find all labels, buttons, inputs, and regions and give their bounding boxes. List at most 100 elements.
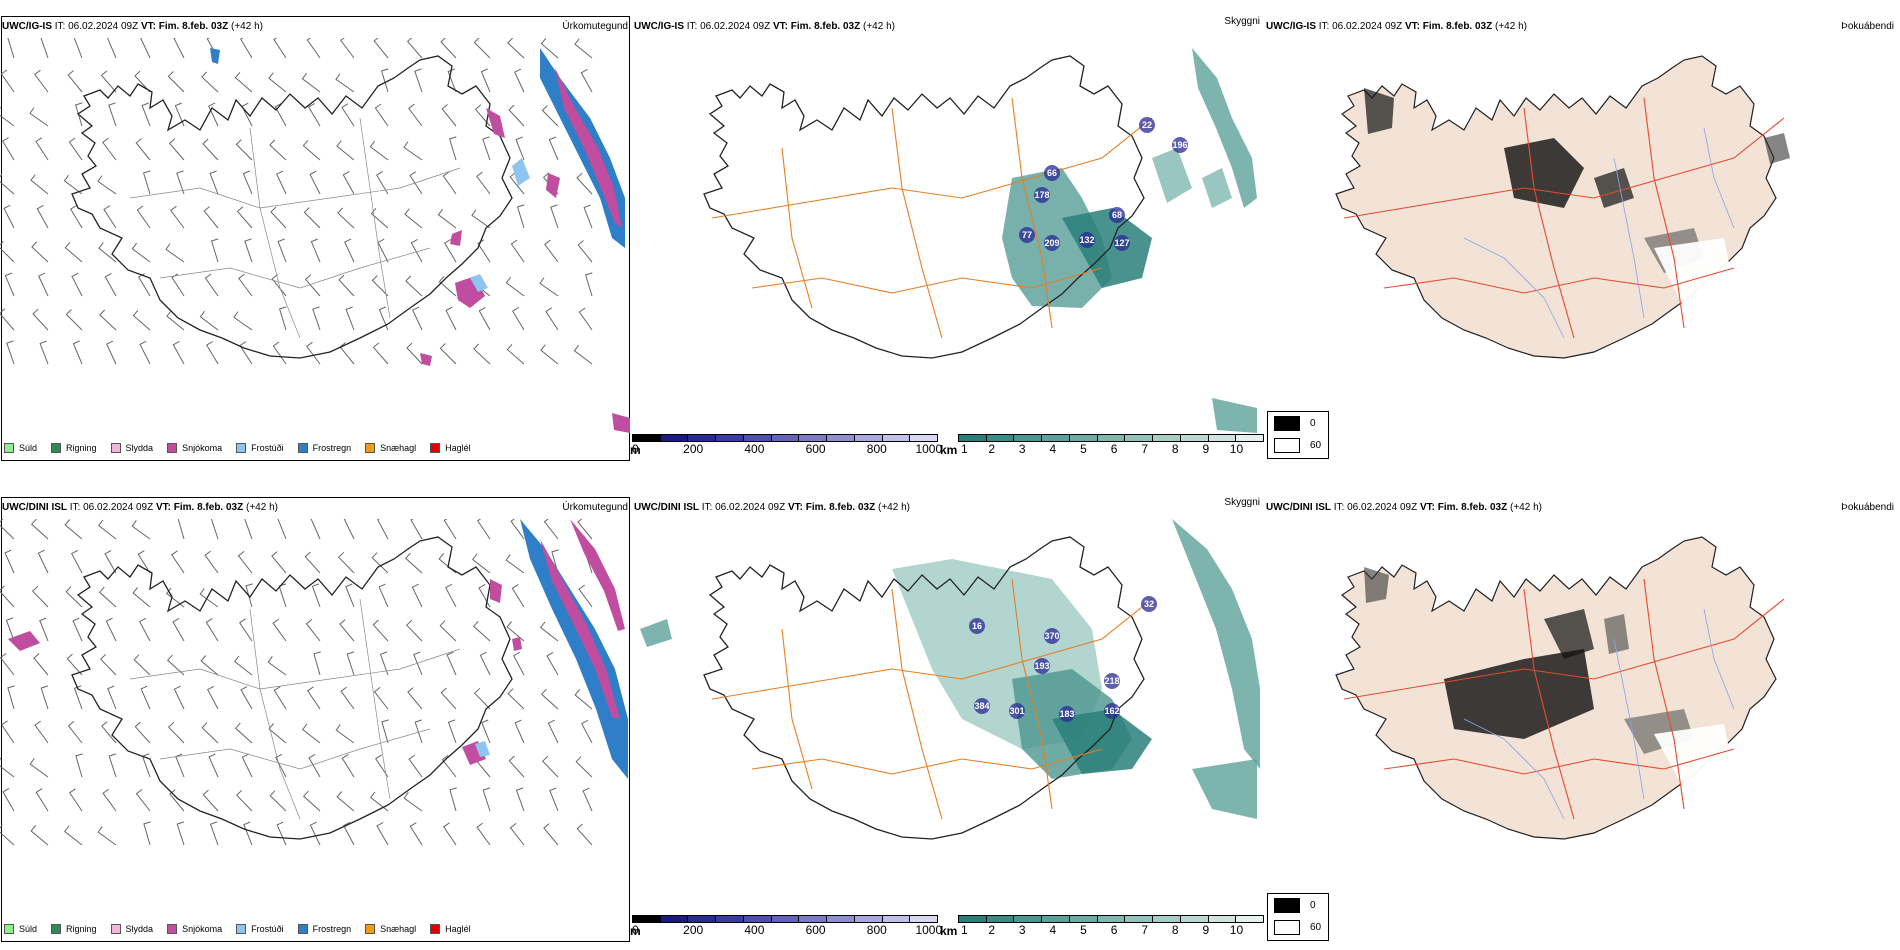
wind-barb <box>345 306 355 331</box>
ceiling-colorbar-row0: 0 200 400 600 800 1000 m <box>630 434 942 464</box>
lead-time: (+42 h) <box>231 21 263 32</box>
wind-barb <box>505 276 525 297</box>
cloud-base-value: 196 <box>1172 140 1187 150</box>
wind-barb <box>273 686 287 710</box>
wind-barb <box>573 344 593 365</box>
wind-barbs <box>0 519 593 846</box>
map-canvas: 66 178 68 77 209 132 127 22 196 <box>703 48 1257 433</box>
wind-barb <box>581 719 593 744</box>
legend-item: Snæhagl <box>365 443 416 453</box>
wind-barb <box>166 310 185 331</box>
wind-barb <box>72 340 83 365</box>
wind-barb <box>97 826 117 846</box>
wind-barb <box>31 241 49 263</box>
wind-barb <box>404 552 423 574</box>
wind-barb <box>168 138 185 161</box>
wind-barb <box>584 272 593 297</box>
wind-barb <box>40 685 49 710</box>
wind-barb <box>302 790 321 812</box>
fog-shading <box>1364 88 1790 308</box>
it-value: 06.02.2024 09Z <box>700 21 771 32</box>
wind-barb <box>31 585 49 608</box>
wind-barb <box>515 136 525 161</box>
wind-barb <box>3 204 15 229</box>
wind-barb <box>204 273 219 297</box>
wind-barb <box>380 68 389 93</box>
colorbar-tick-label: 9 <box>1202 442 1210 456</box>
colorbar-segment <box>986 916 1015 922</box>
wind-barb <box>335 73 355 93</box>
wind-barb <box>167 71 185 93</box>
wind-barb <box>273 38 287 59</box>
legend-swatch <box>51 443 62 453</box>
wind-barb <box>437 208 457 229</box>
wind-barb <box>199 588 219 608</box>
wind-barb <box>6 340 15 365</box>
wind-barb <box>381 719 389 744</box>
colorbar-tick-label: 9 <box>1202 923 1210 937</box>
legend-item: Slydda <box>110 924 153 934</box>
wind-barb <box>234 722 253 744</box>
cloud-base-marker <box>1044 628 1060 644</box>
colorbar-tick-label: 2 <box>988 442 995 456</box>
wind-barb <box>166 654 185 676</box>
cloud-base-marker <box>1044 235 1060 251</box>
wind-barb <box>306 341 321 365</box>
wind-barb <box>476 822 491 846</box>
wind-barb <box>477 519 491 540</box>
wind-barb <box>302 139 321 161</box>
wind-barb <box>310 519 321 540</box>
wind-barb <box>201 71 219 93</box>
cloud-base-marker <box>1172 137 1188 153</box>
fog-legend-label: 0 <box>1310 417 1316 429</box>
wind-barb <box>311 583 321 608</box>
wind-barb <box>374 103 389 127</box>
wind-barb <box>278 583 287 608</box>
wind-barb <box>545 307 559 331</box>
it-value: 06.02.2024 09Z <box>83 502 154 513</box>
colorbar-tick-label: 0 <box>632 442 639 456</box>
wind-barb <box>515 787 525 812</box>
wind-barb <box>132 587 151 608</box>
wind-barb <box>310 238 321 263</box>
colorbar-segment <box>1042 916 1070 922</box>
wind-barb <box>71 272 83 297</box>
wind-barb <box>267 656 287 676</box>
wind-barb <box>377 519 389 540</box>
wind-barb <box>75 753 83 778</box>
it-value: 06.02.2024 09Z <box>1347 502 1418 513</box>
it-label: IT: <box>1333 502 1345 513</box>
wind-barb <box>540 344 559 365</box>
cloud-base-marker <box>1009 703 1025 719</box>
colorbar-segment <box>1097 435 1126 441</box>
colorbar-segment <box>660 916 689 922</box>
wind-barb <box>575 756 593 778</box>
cloud-base-value: 16 <box>972 621 982 631</box>
legend-label: Snjókoma <box>182 443 223 453</box>
fog-legend-item: 0 <box>1268 412 1328 434</box>
roads <box>1343 578 1785 820</box>
model-name: UWC/DINI ISL <box>2 502 67 513</box>
colorbar-segment <box>1180 916 1209 922</box>
wind-barb <box>409 171 423 195</box>
wind-barb <box>0 173 15 195</box>
wind-barb <box>445 306 457 331</box>
wind-barb <box>1 720 15 744</box>
visibility-unit: km <box>940 443 958 457</box>
wind-barb <box>541 105 559 127</box>
colorbar-tick-label: 600 <box>805 442 826 456</box>
visibility-panel-row1: UWC/DINI ISL IT: 06.02.2024 09Z VT: Fim.… <box>632 495 1264 943</box>
wind-barb <box>580 68 593 93</box>
wind-barb <box>167 721 185 744</box>
wind-barb <box>240 38 253 59</box>
legend-item: Frostúði <box>236 443 284 453</box>
cloud-base-value: 218 <box>1104 676 1119 686</box>
colorbar-segment <box>1097 916 1126 922</box>
wind-barb <box>341 103 355 127</box>
wind-barb <box>370 791 389 812</box>
wind-barb <box>373 38 389 59</box>
cloud-base-value: 193 <box>1034 661 1049 671</box>
wind-barb <box>540 621 559 642</box>
colorbar-tick-label: 1000 <box>915 923 943 937</box>
model-name: UWC/DINI ISL <box>1266 502 1331 513</box>
